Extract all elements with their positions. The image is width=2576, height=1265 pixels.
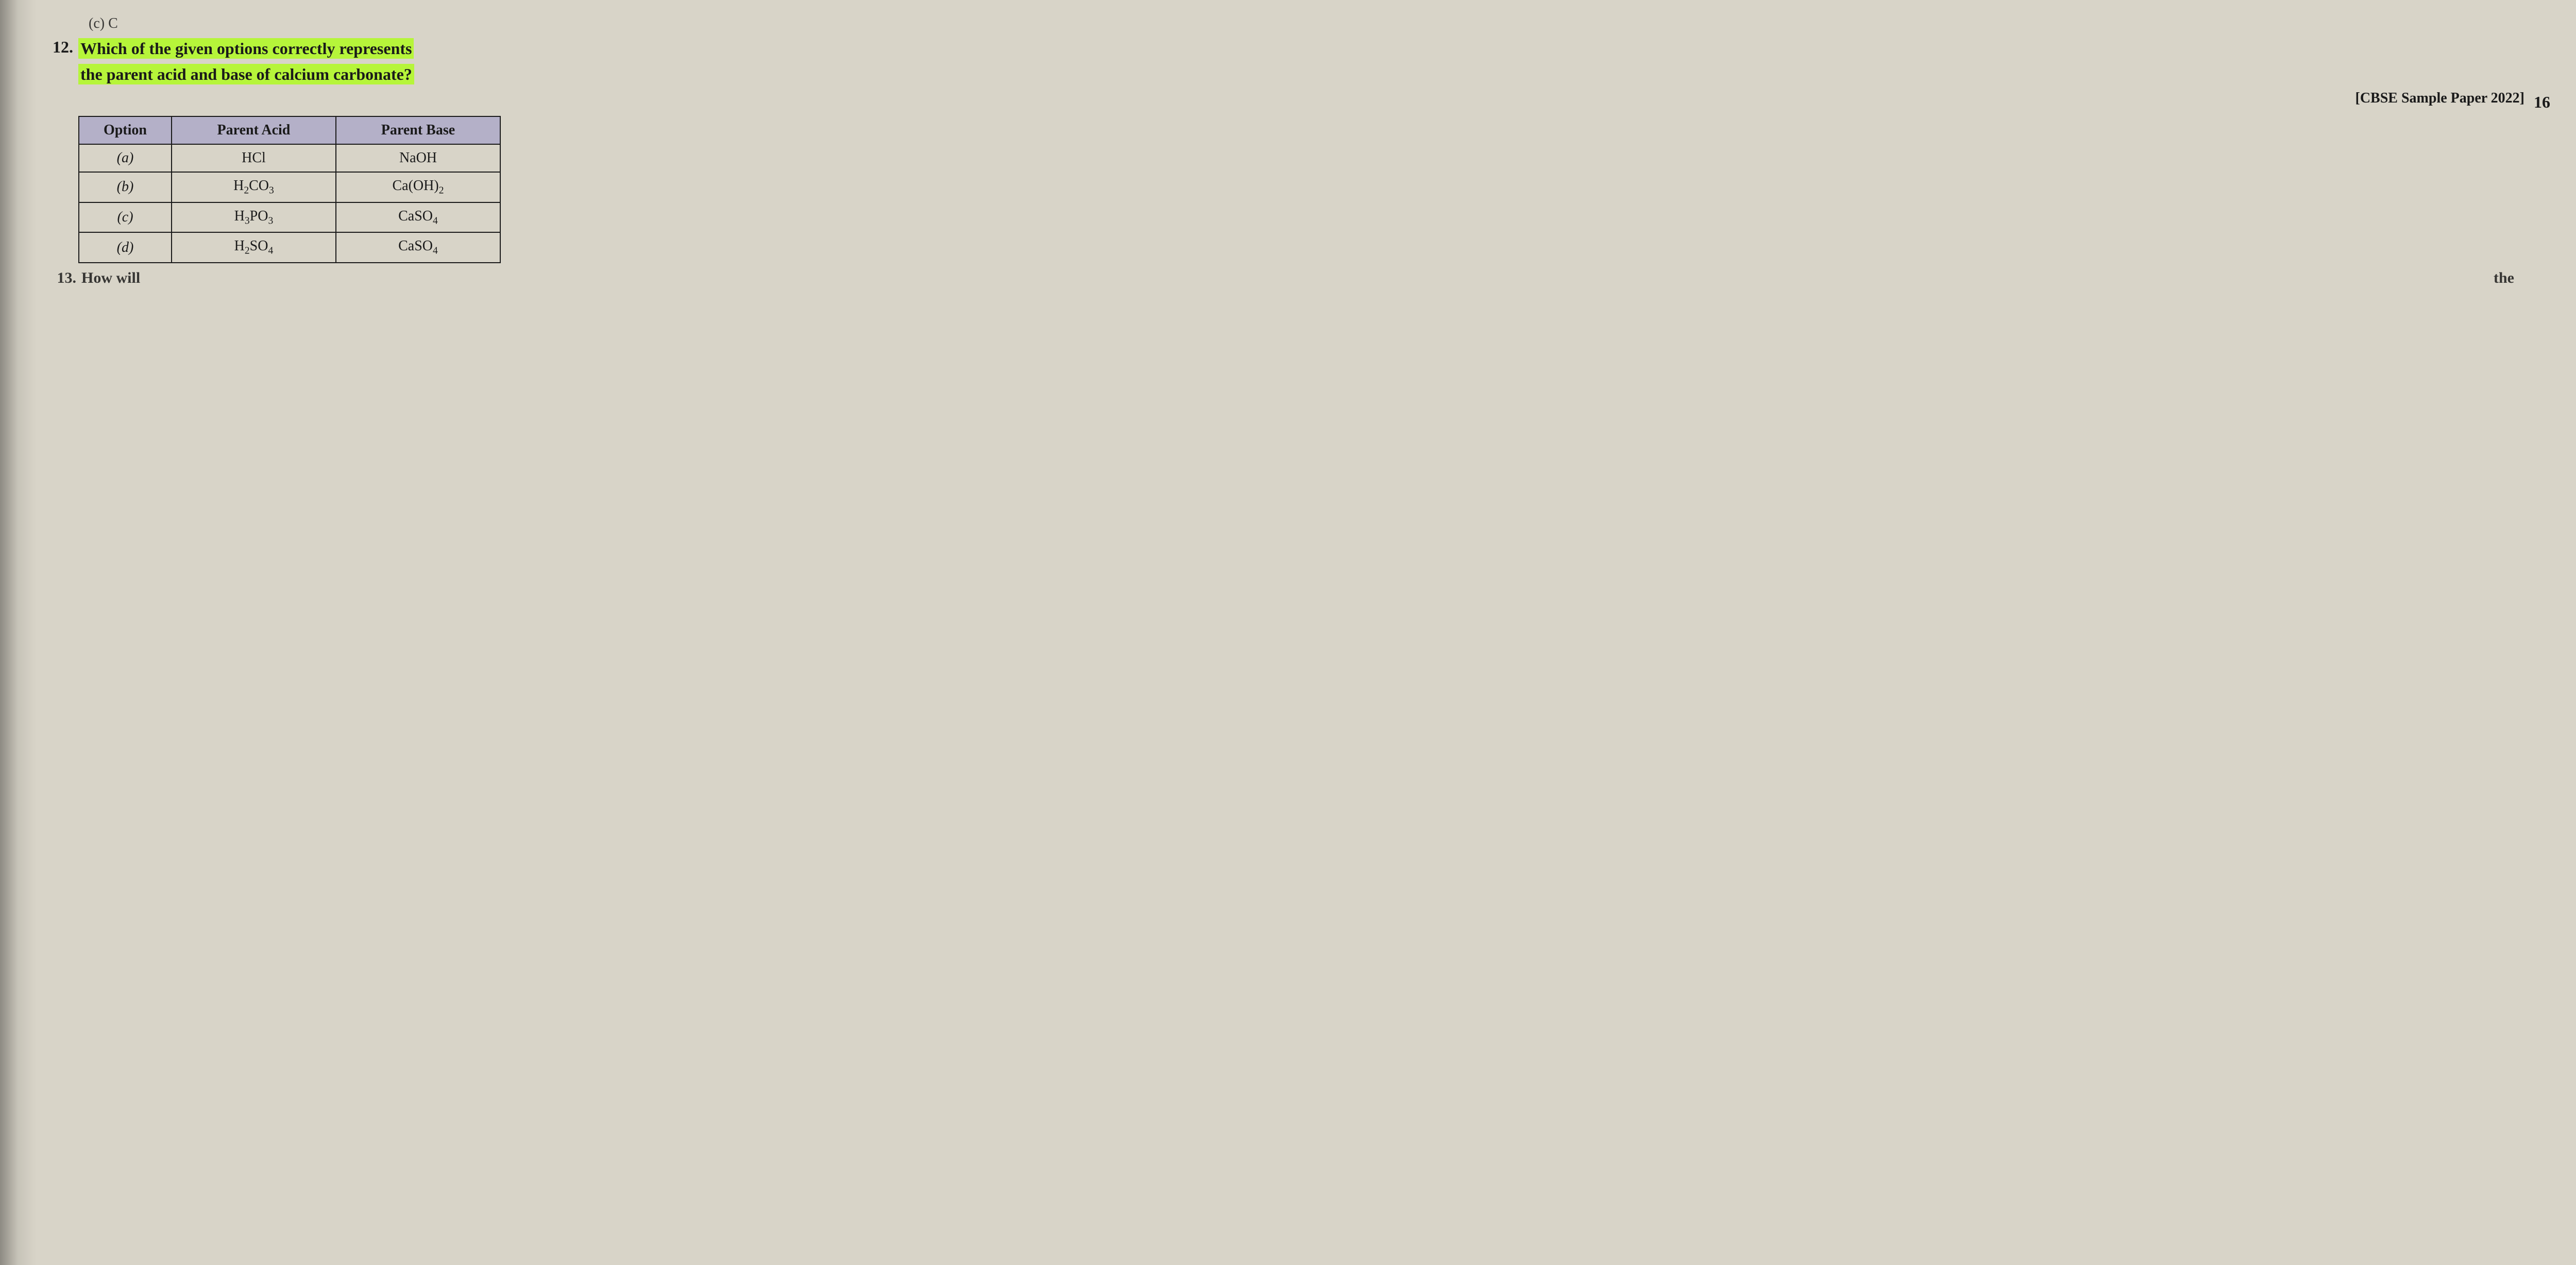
option-c-base: CaSO4 bbox=[336, 202, 500, 233]
table-body: (a) HCl NaOH (b) H2CO3 Ca(OH)2 (c) H3PO3… bbox=[79, 144, 500, 263]
header-parent-base: Parent Base bbox=[336, 116, 500, 144]
next-question-text-left: How will bbox=[81, 269, 140, 287]
question-text-container: Which of the given options correctly rep… bbox=[78, 36, 2555, 107]
option-d-acid: H2SO4 bbox=[172, 232, 336, 263]
options-table-container: Option Parent Acid Parent Base (a) HCl N… bbox=[46, 116, 2555, 263]
table-row: (a) HCl NaOH bbox=[79, 144, 500, 172]
header-parent-acid: Parent Acid bbox=[172, 116, 336, 144]
page-content: (c) C 12. Which of the given options cor… bbox=[21, 15, 2555, 287]
table-row: (d) H2SO4 CaSO4 bbox=[79, 232, 500, 263]
option-label-a: (a) bbox=[79, 144, 172, 172]
option-b-base: Ca(OH)2 bbox=[336, 172, 500, 202]
question-text-line2: the parent acid and base of calcium carb… bbox=[78, 64, 414, 84]
table-row: (b) H2CO3 Ca(OH)2 bbox=[79, 172, 500, 202]
question-text-line1: Which of the given options correctly rep… bbox=[78, 38, 414, 59]
previous-question-fragment: (c) C bbox=[46, 15, 2555, 32]
header-option: Option bbox=[79, 116, 172, 144]
table-row: (c) H3PO3 CaSO4 bbox=[79, 202, 500, 233]
table-header-row: Option Parent Acid Parent Base bbox=[79, 116, 500, 144]
next-question-text-right: the bbox=[2494, 269, 2514, 287]
option-label-c: (c) bbox=[79, 202, 172, 233]
question-source: [CBSE Sample Paper 2022] bbox=[78, 90, 2555, 107]
option-a-acid: HCl bbox=[172, 144, 336, 172]
option-d-base: CaSO4 bbox=[336, 232, 500, 263]
option-a-base: NaOH bbox=[336, 144, 500, 172]
question-12: 12. Which of the given options correctly… bbox=[46, 36, 2555, 107]
next-question-number: 13. bbox=[49, 269, 76, 287]
margin-page-number: 16 bbox=[2534, 93, 2550, 112]
option-label-b: (b) bbox=[79, 172, 172, 202]
option-c-acid: H3PO3 bbox=[172, 202, 336, 233]
question-number: 12. bbox=[46, 36, 73, 58]
options-table: Option Parent Acid Parent Base (a) HCl N… bbox=[78, 116, 501, 263]
next-question-fragment: 13. How will the bbox=[46, 269, 2555, 287]
option-b-acid: H2CO3 bbox=[172, 172, 336, 202]
option-label-d: (d) bbox=[79, 232, 172, 263]
